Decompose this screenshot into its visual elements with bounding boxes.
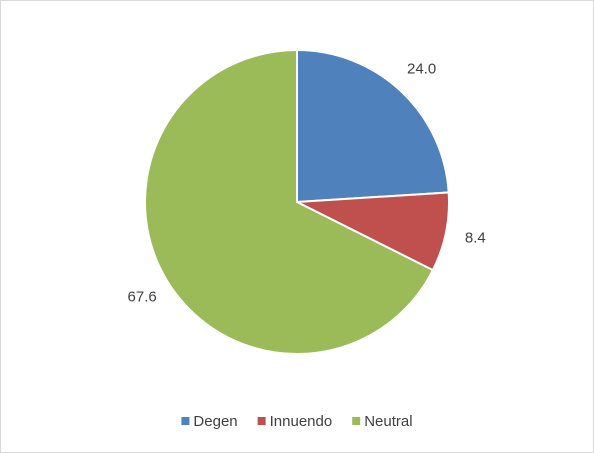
- legend-label: Neutral: [364, 413, 412, 430]
- legend-swatch: [257, 417, 266, 425]
- legend-label: Degen: [193, 413, 237, 430]
- legend-swatch: [352, 417, 361, 425]
- pie-slice: [144, 48, 435, 355]
- data-label: 24.0: [407, 60, 436, 77]
- pie-slice: [296, 48, 450, 204]
- data-label: 67.6: [128, 289, 157, 306]
- legend: Degen Innuendo Neutral: [181, 413, 413, 430]
- legend-label: Innuendo: [270, 413, 333, 430]
- data-label: 8.4: [465, 229, 486, 246]
- legend-swatch: [181, 417, 190, 425]
